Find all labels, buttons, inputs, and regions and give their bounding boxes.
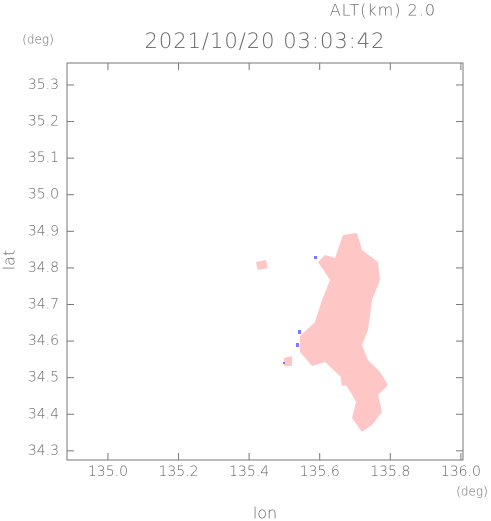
y-tick-label: 34.3 [28, 443, 59, 459]
y-tick-label: 35.2 [28, 114, 59, 130]
x-unit: (deg) [456, 485, 488, 499]
y-tick-label: 34.7 [28, 296, 59, 312]
y-tick-label: 34.4 [28, 406, 59, 422]
y-unit: (deg) [22, 33, 54, 47]
echo-speck [283, 362, 285, 364]
echo-region [256, 233, 388, 432]
x-tick-label: 135.8 [370, 464, 410, 480]
x-tick-label: 135.4 [229, 464, 269, 480]
x-tick-label: 135.2 [158, 464, 198, 480]
echo-speck [314, 256, 317, 259]
y-tick-label: 34.9 [28, 223, 59, 239]
x-tick-label: 136.0 [441, 464, 481, 480]
chart-title: 2021/10/20 03:03:42 [144, 29, 385, 53]
y-tick-label: 34.6 [28, 333, 59, 349]
altitude-label: ALT(km) 2.0 [330, 1, 436, 20]
echo-blob [256, 260, 268, 270]
y-tick-label: 34.8 [28, 260, 59, 276]
y-axis-label: lat [0, 250, 19, 271]
y-tick-label: 35.3 [28, 77, 59, 93]
echo-blob [284, 356, 292, 366]
echo-speck [296, 343, 299, 347]
x-axis-label: lon [253, 504, 277, 521]
x-tick-label: 135.6 [300, 464, 340, 480]
echo-speck [298, 330, 301, 334]
y-tick-label: 35.1 [28, 150, 59, 166]
echo-blob [300, 233, 388, 432]
x-tick-label: 135.0 [88, 464, 128, 480]
echo-blob [340, 370, 354, 386]
plot-frame [66, 62, 464, 461]
y-tick-label: 34.5 [28, 370, 59, 386]
y-tick-label: 35.0 [28, 187, 59, 203]
